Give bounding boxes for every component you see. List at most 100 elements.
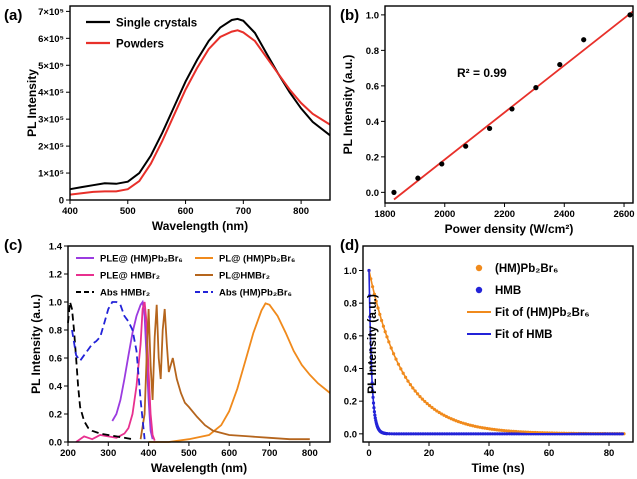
- legend-label-c-5: Abs (HM)Pb₂Br₆: [219, 288, 292, 299]
- x-tick-label-a: 700: [235, 206, 251, 217]
- y-tick-label-a: 7×10⁵: [38, 7, 64, 18]
- y-tick-label-d: 0.0: [344, 429, 357, 440]
- y-axis-label-c: PL Intensity (a.u.): [29, 294, 43, 394]
- panel-d-chart: 0 20 40 60 80 0.0 0.2 0.4 0.6 0.8 1.0 Time (ns) PL I…: [344, 245, 634, 475]
- plot-frame-a: [69, 5, 331, 201]
- x-tick-label-b: 2600: [613, 209, 634, 220]
- data-point-b: [533, 85, 539, 91]
- y-tick-label-b: 0.8: [366, 46, 379, 57]
- panel-label-b: (b): [340, 7, 359, 24]
- plot-frame-c: [67, 245, 331, 443]
- y-tick-label-d: 0.4: [344, 364, 358, 375]
- y-tick-label-a: 1×10⁵: [38, 169, 64, 180]
- y-tick-label-b: 0.0: [366, 188, 379, 199]
- y-tick-label-c: 1.0: [49, 298, 62, 309]
- series-line-c-2: [67, 301, 133, 441]
- data-point-b: [391, 189, 397, 195]
- x-tick-label-c: 700: [262, 448, 278, 459]
- y-tick-label-c: 0.2: [49, 410, 62, 421]
- y-axis-label-d: PL Intensity (a.u.): [365, 294, 379, 394]
- x-tick-label-c: 800: [302, 448, 318, 459]
- legend-label-d-0: (HM)Pb₂Br₆: [495, 263, 558, 275]
- y-tick-label-d: 0.6: [344, 331, 357, 342]
- x-tick-label-b: 2400: [554, 209, 575, 220]
- panel-label-c: (c): [4, 237, 22, 254]
- data-point-b: [581, 37, 587, 43]
- data-point-b: [463, 143, 469, 149]
- x-tick-label-c: 500: [181, 448, 197, 459]
- legend-label-c-3: PL@ (HM)Pb₂Br₆: [219, 254, 295, 265]
- series-line-c-4: [139, 304, 310, 441]
- data-point-b: [486, 125, 493, 132]
- x-tick-label-c: 300: [100, 448, 116, 459]
- legend-label-d-2: Fit of (HM)Pb₂Br₆: [495, 307, 590, 319]
- panel-a-chart: 400 500 600 700 800 0 1×10⁵ 2×10⁵ 3×10⁵ 4×10⁵ 5×10…: [25, 5, 331, 233]
- series-line-c-0: [111, 299, 154, 440]
- x-tick-label-a: 500: [120, 206, 136, 217]
- y-tick-label-a: 5×10⁵: [38, 61, 64, 72]
- y-tick-label-b: 0.2: [366, 152, 379, 163]
- y-tick-label-a: 2×10⁵: [38, 142, 64, 153]
- y-tick-label-c: 0.0: [49, 438, 62, 449]
- panel-b-chart: 1800 2000 2200 2400 2600 0.0 0.2 0.4 0.6 0.8 1.0 Po…: [341, 5, 635, 236]
- y-tick-label-c: 1.4: [49, 242, 63, 253]
- x-tick-label-d: 40: [484, 448, 495, 459]
- x-tick-label-a: 800: [293, 206, 309, 217]
- series-line-c-5: [71, 301, 146, 440]
- legend-label-c-1: PLE@ HMBr₂: [100, 271, 160, 282]
- x-tick-label-b: 2200: [494, 209, 515, 220]
- data-point-b: [627, 12, 633, 18]
- legend-label-c-2: Abs HMBr₂: [100, 288, 150, 299]
- x-tick-label-d: 80: [604, 448, 615, 459]
- x-tick-label-b: 1800: [374, 209, 395, 220]
- x-axis-label-c: Wavelength (nm): [151, 461, 247, 475]
- y-tick-label-c: 1.2: [49, 270, 62, 281]
- x-tick-label-c: 600: [221, 448, 237, 459]
- legend-label-a-0: Single crystals: [116, 18, 197, 30]
- x-axis-label-b: Power density (W/cm²): [445, 222, 574, 236]
- fit-line-b: [393, 10, 634, 201]
- x-tick-label-a: 600: [178, 206, 194, 217]
- y-tick-label-d: 1.0: [344, 266, 357, 277]
- series-line-c-3: [148, 302, 331, 443]
- data-point-b: [415, 175, 421, 181]
- y-tick-label-c: 0.8: [49, 326, 62, 337]
- series-line-c-1: [75, 301, 156, 443]
- y-tick-label-d: 0.2: [344, 397, 357, 408]
- series-line-a-1: [69, 29, 331, 196]
- y-tick-label-d: 0.8: [344, 299, 357, 310]
- y-tick-label-a: 3×10⁵: [38, 115, 64, 126]
- legend-marker-d-0: [475, 264, 483, 272]
- legend-label-a-1: Powders: [116, 39, 164, 51]
- y-tick-label-b: 0.4: [366, 117, 380, 128]
- data-point-b: [557, 61, 563, 68]
- y-tick-label-c: 0.6: [49, 354, 62, 365]
- x-tick-label-d: 60: [544, 448, 555, 459]
- legend-label-c-0: PLE@ (HM)Pb₂Br₆: [100, 254, 183, 265]
- r-squared-annotation: R² = 0.99: [457, 66, 507, 80]
- y-tick-label-a: 6×10⁵: [38, 34, 64, 45]
- x-tick-label-d: 0: [366, 448, 371, 459]
- x-tick-label-a: 400: [62, 206, 78, 217]
- plot-frame-d: [362, 245, 634, 443]
- x-axis-label-d: Time (ns): [471, 461, 524, 475]
- y-axis-label-b: PL Intensity (a.u.): [341, 55, 355, 155]
- x-tick-label-d: 20: [424, 448, 435, 459]
- legend-label-d-3: Fit of HMB: [495, 329, 552, 341]
- x-axis-label-a: Wavelength (nm): [152, 219, 248, 233]
- x-tick-label-c: 400: [141, 448, 157, 459]
- y-tick-label-a: 0: [59, 196, 64, 207]
- series-line-a-0: [69, 17, 331, 191]
- fit-line-d-3: [368, 270, 624, 435]
- data-point-b: [509, 106, 515, 112]
- panel-c-chart: 200 300 400 500 600 700 800 0.0 0.2 0.4 0.6 0.8 1.0 1…: [29, 242, 331, 475]
- legend-label-c-4: PL@HMBr₂: [219, 271, 270, 282]
- y-tick-label-b: 0.6: [366, 81, 379, 92]
- x-tick-label-b: 2000: [434, 209, 455, 220]
- x-tick-label-c: 200: [60, 448, 76, 459]
- y-axis-label-a: PL Intensity: [25, 69, 39, 137]
- data-point-b: [439, 161, 445, 167]
- plot-frame-b: [384, 5, 634, 204]
- legend-label-d-1: HMB: [495, 285, 521, 297]
